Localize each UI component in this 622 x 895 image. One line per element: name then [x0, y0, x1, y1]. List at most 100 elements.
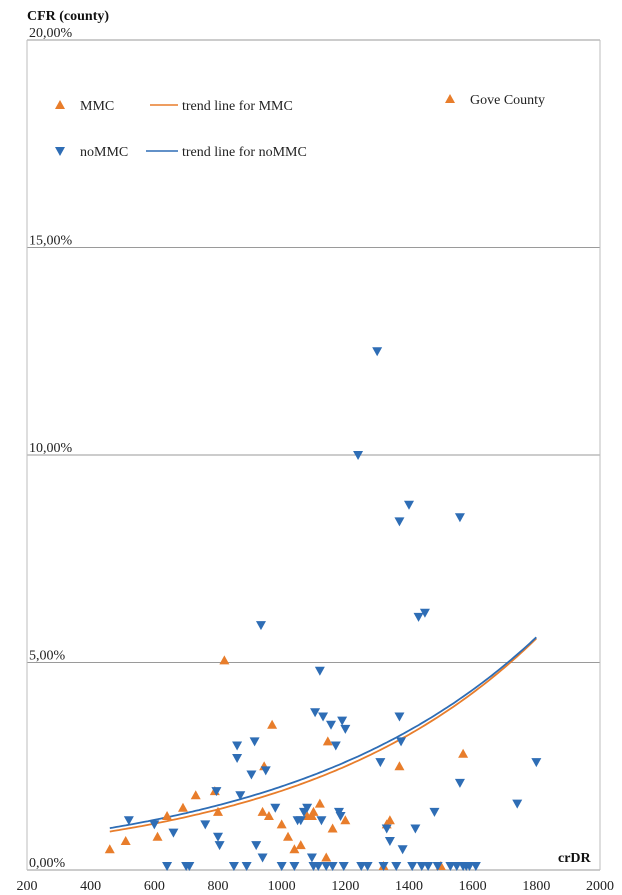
- mmc-point: [190, 790, 201, 800]
- nommc-point: [330, 741, 341, 751]
- mmc-point: [458, 748, 469, 758]
- nommc-point: [531, 758, 542, 768]
- nommc-point: [276, 862, 287, 871]
- nommc-point: [338, 862, 349, 871]
- x-tick-label: 1800: [522, 879, 550, 894]
- y-axis-tick-labels: 0,00% 5,00% 10,00% 15,00% 20,00%: [29, 26, 73, 871]
- mmc-point: [322, 736, 333, 746]
- grid-lines: [26, 39, 601, 871]
- mmc-point: [314, 798, 325, 808]
- legend-label: trend line for noMMC: [182, 145, 307, 160]
- nommc-point: [326, 720, 337, 730]
- mmc-point: [327, 823, 338, 833]
- y-tick-label: 10,00%: [29, 441, 73, 456]
- nommc-point: [302, 803, 313, 813]
- nommc-point: [228, 862, 239, 871]
- data-points: [104, 347, 542, 871]
- nommc-point: [429, 807, 440, 817]
- nommc-point: [232, 753, 243, 763]
- nommc-point: [445, 862, 456, 871]
- legend: MMC trend line for MMC noMMC trend line for…: [55, 93, 545, 160]
- nommc-point: [407, 862, 418, 871]
- y-tick-label: 5,00%: [29, 649, 66, 664]
- nommc-point: [241, 862, 252, 871]
- nommc-point: [232, 741, 243, 751]
- nommc-point: [372, 347, 383, 357]
- nommc-point: [413, 612, 424, 622]
- trend-line-mmc: [109, 637, 537, 833]
- y-tick-label: 15,00%: [29, 234, 73, 249]
- nommc-point: [378, 862, 389, 871]
- mmc-point: [213, 806, 223, 816]
- x-tick-label: 2000: [586, 879, 614, 894]
- nommc-point: [213, 832, 223, 842]
- mmc-point: [283, 831, 294, 841]
- x-tick-label: 1000: [268, 879, 296, 894]
- mmc-point: [295, 840, 306, 850]
- legend-marker-mmc: [55, 100, 65, 109]
- legend-marker-nommc: [55, 147, 65, 156]
- nommc-point: [384, 836, 395, 846]
- nommc-point: [255, 621, 266, 631]
- nommc-point: [295, 816, 306, 826]
- x-tick-label: 1400: [395, 879, 423, 894]
- nommc-point: [162, 862, 173, 871]
- nommc-point: [397, 845, 408, 855]
- nommc-point: [310, 708, 321, 718]
- trend-lines: [109, 636, 537, 833]
- nommc-point: [335, 812, 346, 822]
- nommc-point: [391, 862, 402, 871]
- mmc-point: [394, 761, 405, 771]
- x-axis-title: crDR: [558, 851, 592, 866]
- nommc-point: [314, 666, 325, 676]
- nommc-point: [318, 712, 329, 722]
- nommc-point: [168, 828, 179, 838]
- trend-line-nommc: [109, 636, 537, 829]
- nommc-point: [270, 803, 281, 813]
- nommc-point: [356, 862, 367, 871]
- nommc-point: [235, 791, 246, 801]
- mmc-point: [267, 719, 278, 729]
- mmc-point: [384, 815, 395, 825]
- nommc-point: [381, 824, 392, 834]
- nommc-point: [375, 758, 386, 768]
- nommc-point: [249, 737, 260, 747]
- nommc-point: [327, 862, 338, 871]
- nommc-point: [464, 862, 475, 871]
- mmc-point: [120, 835, 131, 845]
- nommc-point: [211, 787, 222, 797]
- legend-label: MMC: [80, 99, 114, 114]
- nommc-point: [416, 862, 427, 871]
- nommc-point: [313, 862, 324, 871]
- nommc-point: [214, 841, 225, 851]
- mmc-point: [289, 844, 300, 854]
- mmc-point: [162, 811, 173, 821]
- mmc-point: [177, 802, 188, 812]
- nommc-point: [512, 799, 523, 809]
- nommc-point: [423, 862, 434, 871]
- nommc-point: [454, 778, 465, 788]
- legend-label: Gove County: [470, 93, 545, 108]
- mmc-point: [257, 806, 268, 816]
- legend-label: trend line for MMC: [182, 99, 293, 114]
- x-tick-label: 200: [17, 879, 38, 894]
- nommc-point: [340, 724, 351, 734]
- legend-label: noMMC: [80, 145, 128, 160]
- nommc-point: [200, 820, 211, 830]
- mmc-point: [152, 831, 163, 841]
- x-tick-label: 600: [144, 879, 165, 894]
- mmc-point: [104, 844, 115, 854]
- x-tick-label: 400: [80, 879, 101, 894]
- nommc-point: [321, 862, 332, 871]
- x-tick-label: 800: [208, 879, 229, 894]
- nommc-point: [123, 816, 134, 826]
- nommc-point: [410, 824, 421, 834]
- nommc-point: [260, 766, 271, 776]
- nommc-point: [396, 737, 407, 747]
- mmc-point: [219, 655, 230, 665]
- nommc-point: [257, 853, 268, 863]
- nommc-point: [337, 716, 348, 726]
- nommc-point: [394, 517, 405, 527]
- legend-marker-mmc: [445, 94, 455, 103]
